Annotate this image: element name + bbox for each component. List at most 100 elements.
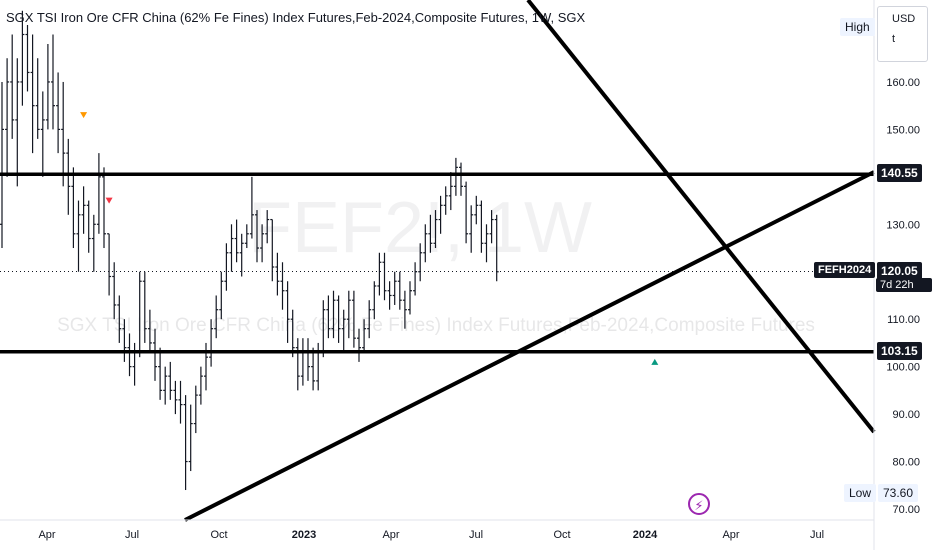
currency-unit-button[interactable]: USD t bbox=[877, 6, 928, 62]
ohlc-bar bbox=[153, 328, 157, 381]
ohlc-bar bbox=[331, 290, 336, 339]
ohlc-bar bbox=[163, 366, 168, 405]
ohlc-bar bbox=[260, 224, 265, 263]
ohlc-bar bbox=[91, 214, 96, 272]
unit-label: t bbox=[892, 33, 896, 45]
ohlc-bar bbox=[265, 210, 270, 244]
ohlc-bar bbox=[433, 210, 438, 249]
signal-marker bbox=[80, 112, 88, 119]
ohlc-bar bbox=[382, 252, 387, 301]
low-badge: Low bbox=[844, 484, 877, 502]
ohlc-bar bbox=[418, 243, 423, 282]
ohlc-bar bbox=[107, 233, 112, 296]
ohlc-bar bbox=[408, 281, 412, 315]
signal-marker bbox=[651, 358, 659, 365]
ohlc-bar bbox=[351, 290, 356, 348]
ohlc-bar bbox=[326, 295, 331, 339]
ohlc-bar bbox=[168, 361, 173, 400]
ticker-tag: FEFH2024 bbox=[814, 262, 876, 278]
y-tick-label: 160.00 bbox=[886, 77, 920, 89]
ohlc-bar bbox=[362, 319, 367, 353]
falling-resistance-trendline bbox=[526, 0, 876, 434]
ohlc-bar bbox=[474, 195, 479, 225]
y-tick-label: 150.00 bbox=[886, 124, 920, 136]
ohlc-bar bbox=[255, 210, 259, 263]
x-tick-label: Apr bbox=[722, 529, 739, 541]
ohlc-bar bbox=[270, 218, 275, 282]
bar-countdown: 7d 22h bbox=[876, 278, 932, 292]
ohlc-bar bbox=[459, 162, 463, 196]
ohlc-bar bbox=[198, 366, 203, 405]
trendlines[interactable] bbox=[184, 0, 876, 522]
ohlc-bar bbox=[469, 205, 474, 253]
level-lower-tag: 103.15 bbox=[877, 342, 922, 360]
ohlc-bar bbox=[489, 210, 494, 244]
ohlc-bar bbox=[387, 281, 392, 310]
ohlc-bar bbox=[484, 224, 489, 263]
ohlc-bar bbox=[346, 290, 351, 339]
ohlc-bar bbox=[372, 281, 377, 320]
ohlc-bar bbox=[464, 181, 469, 244]
ohlc-bar bbox=[147, 309, 152, 353]
last-price-tag: 120.05 bbox=[877, 262, 922, 280]
ohlc-bar bbox=[61, 81, 66, 187]
ohlc-bar bbox=[127, 333, 132, 377]
ohlc-bar bbox=[10, 34, 15, 139]
ohlc-bar bbox=[229, 224, 234, 272]
ohlc-bar bbox=[132, 342, 137, 386]
x-tick-label: Jul bbox=[125, 529, 139, 541]
ohlc-bar bbox=[5, 58, 10, 177]
chart-title: SGX TSI Iron Ore CFR China (62% Fe Fines… bbox=[6, 10, 586, 25]
ohlc-bar bbox=[183, 395, 188, 491]
ohlc-bar bbox=[280, 262, 285, 310]
price-axis[interactable]: 70.0080.0090.00100.00110.00120.00130.001… bbox=[886, 77, 920, 516]
ohlc-bar bbox=[306, 338, 310, 381]
ohlc-bar bbox=[448, 172, 453, 211]
ohlc-bar bbox=[102, 167, 106, 249]
ohlc-bar bbox=[51, 34, 55, 130]
ohlc-bar bbox=[357, 328, 361, 362]
ohlc-bar bbox=[285, 281, 290, 343]
ohlc-bar bbox=[0, 81, 4, 249]
ohlc-bars bbox=[0, 10, 499, 491]
ohlc-bar bbox=[249, 176, 254, 239]
ohlc-bar bbox=[336, 295, 341, 343]
ohlc-bar bbox=[367, 300, 372, 339]
ohlc-bar bbox=[392, 271, 397, 305]
x-tick-label: 2024 bbox=[633, 529, 658, 541]
signal-marker bbox=[105, 197, 113, 204]
horizontal-levels[interactable] bbox=[0, 172, 874, 354]
time-axis[interactable]: Apr Jul Oct 2023 Apr Jul Oct 2024 Apr Jul bbox=[38, 529, 824, 541]
ohlc-bar bbox=[142, 271, 147, 343]
ohlc-bar bbox=[40, 91, 45, 177]
ohlc-bar bbox=[402, 290, 407, 329]
ohlc-bar bbox=[117, 295, 122, 343]
ohlc-bar bbox=[178, 380, 183, 424]
ohlc-bar bbox=[209, 319, 214, 367]
ohlc-bar bbox=[438, 195, 443, 234]
ohlc-bar bbox=[295, 338, 300, 391]
y-tick-label: 90.00 bbox=[892, 409, 920, 421]
ohlc-bar bbox=[479, 200, 484, 253]
x-tick-label: Oct bbox=[210, 529, 227, 541]
y-tick-label: 130.00 bbox=[886, 219, 920, 231]
ohlc-bar bbox=[76, 200, 81, 272]
lightning-icon[interactable]: ⚡ bbox=[688, 493, 710, 515]
ohlc-bar bbox=[428, 214, 433, 253]
ohlc-bar bbox=[30, 34, 35, 154]
ohlc-bar bbox=[35, 58, 40, 139]
ohlc-bar bbox=[158, 347, 163, 400]
watermark-description: SGX TSI Iron Ore CFR China (62% Fe Fines… bbox=[57, 315, 815, 336]
rising-support-trendline bbox=[184, 170, 875, 522]
ohlc-bar bbox=[193, 385, 198, 434]
ohlc-bar bbox=[341, 309, 346, 353]
ohlc-bar bbox=[71, 167, 76, 249]
ohlc-bar bbox=[86, 200, 91, 253]
signal-markers bbox=[80, 112, 659, 365]
ohlc-bar bbox=[443, 186, 448, 215]
ohlc-bar bbox=[275, 252, 280, 296]
y-tick-label: 80.00 bbox=[892, 457, 920, 469]
ohlc-bar bbox=[397, 271, 402, 310]
x-tick-label: 2023 bbox=[292, 529, 316, 541]
